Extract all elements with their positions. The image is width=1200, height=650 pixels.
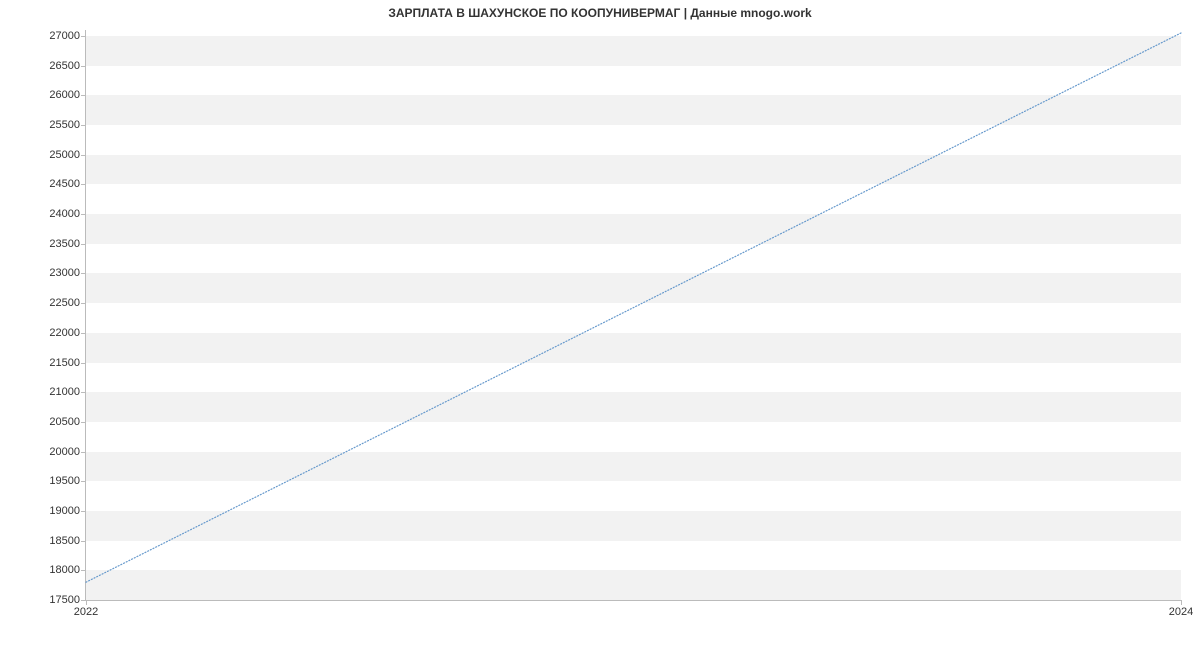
y-tick-label: 18500: [49, 535, 80, 547]
x-tick-label: 2022: [74, 606, 98, 618]
x-tick-mark: [86, 600, 87, 605]
x-tick-label: 2024: [1169, 606, 1193, 618]
y-tick-label: 25500: [49, 119, 80, 131]
y-tick-label: 23500: [49, 238, 80, 250]
y-tick-label: 24000: [49, 208, 80, 220]
chart-title: ЗАРПЛАТА В ШАХУНСКОЕ ПО КООПУНИВЕРМАГ | …: [0, 6, 1200, 20]
salary-line-chart: ЗАРПЛАТА В ШАХУНСКОЕ ПО КООПУНИВЕРМАГ | …: [0, 0, 1200, 650]
y-tick-label: 21500: [49, 357, 80, 369]
y-tick-label: 17500: [49, 594, 80, 606]
y-tick-label: 24500: [49, 178, 80, 190]
y-tick-label: 20500: [49, 416, 80, 428]
y-tick-label: 23000: [49, 267, 80, 279]
y-tick-label: 19000: [49, 505, 80, 517]
chart-line-layer: [86, 30, 1181, 600]
y-tick-label: 26500: [49, 60, 80, 72]
y-tick-label: 22000: [49, 327, 80, 339]
y-tick-label: 25000: [49, 149, 80, 161]
series-line: [86, 33, 1181, 582]
x-tick-mark: [1181, 600, 1182, 605]
y-tick-label: 27000: [49, 30, 80, 42]
plot-area: 1750018000185001900019500200002050021000…: [85, 30, 1181, 601]
y-tick-label: 21000: [49, 386, 80, 398]
y-tick-label: 19500: [49, 475, 80, 487]
y-tick-label: 20000: [49, 446, 80, 458]
y-tick-label: 26000: [49, 89, 80, 101]
y-tick-label: 22500: [49, 297, 80, 309]
y-tick-label: 18000: [49, 564, 80, 576]
